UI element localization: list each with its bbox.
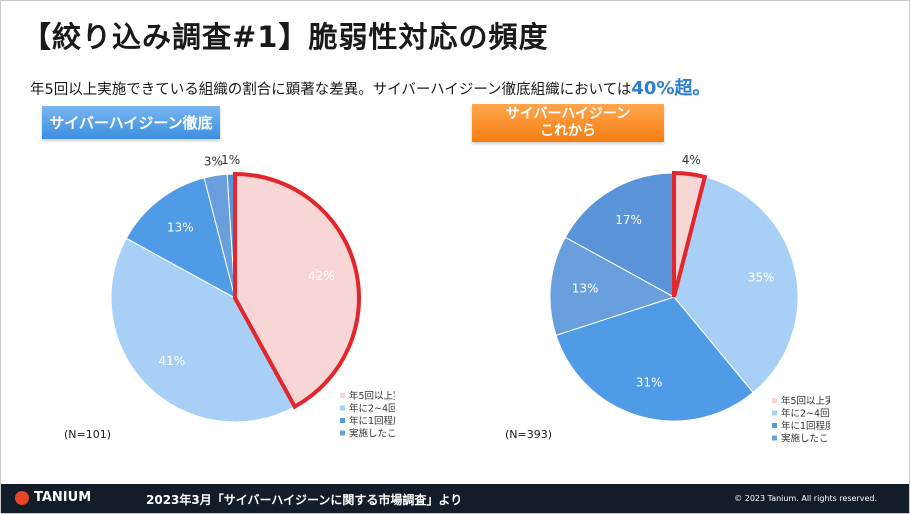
chart-tag-label: サイバーハイジーン徹底 bbox=[49, 113, 213, 132]
legend-swatch-3 bbox=[340, 418, 345, 423]
pie-slice-5 bbox=[564, 172, 675, 298]
pie-highlight-outline bbox=[233, 171, 361, 410]
subtitle-highlight: 40%超。 bbox=[631, 78, 711, 99]
pie-data-label-1: 4% bbox=[682, 153, 701, 167]
page-title: 【絞り込み調査#1】脆弱性対応の頻度 bbox=[22, 20, 549, 54]
footer-source: 2023年3月「サイバーハイジーンに関する市場調査」より bbox=[146, 493, 463, 507]
legend-label-4: 実施したことがない bbox=[781, 433, 830, 445]
pie-slice-3 bbox=[555, 296, 754, 422]
pie-slice-2 bbox=[110, 237, 296, 423]
pie-slice-3 bbox=[125, 177, 236, 299]
chart-legend: 年5回以上実施年に2~4回程度実施年に1回程度実施実施したことがないわからない bbox=[340, 390, 395, 440]
subtitle-text: 年5回以上実施できている組織の割合に顕著な差異。サイバーハイジーン徹底組織におい… bbox=[30, 82, 632, 98]
n-label-left: (N=101) bbox=[64, 428, 112, 441]
tanium-logo-text: TANIUM bbox=[34, 490, 92, 505]
legend-swatch-2 bbox=[772, 410, 777, 416]
subtitle: 年5回以上実施できている組織の割合に顕著な差異。サイバーハイジーン徹底組織におい… bbox=[30, 74, 711, 100]
pie-slice-2 bbox=[673, 176, 799, 394]
legend-label-1: 年5回以上実施 bbox=[781, 395, 830, 407]
legend-swatch-1 bbox=[340, 393, 345, 398]
legend-label-4: 実施したことがない bbox=[349, 428, 395, 440]
pie-slice-4 bbox=[549, 236, 676, 336]
footer-bar: TANIUM 2023年3月「サイバーハイジーンに関する市場調査」より © 20… bbox=[1, 484, 909, 513]
legend-swatch-2 bbox=[340, 405, 345, 411]
legend-label-2: 年に2~4回程度実施 bbox=[349, 403, 395, 415]
pie-data-label-5: 1% bbox=[221, 153, 240, 167]
legend-swatch-1 bbox=[772, 398, 777, 403]
legend-label-1: 年5回以上実施 bbox=[349, 390, 395, 402]
n-label-right: (N=393) bbox=[505, 428, 553, 441]
pie-data-label-2: 41% bbox=[159, 354, 186, 368]
pie-data-label-4: 3% bbox=[204, 155, 223, 169]
pie-data-label-1: 42% bbox=[308, 269, 335, 283]
tanium-logo: TANIUM bbox=[15, 490, 91, 505]
legend-swatch-3 bbox=[772, 423, 777, 428]
pie-data-label-5: 17% bbox=[615, 213, 642, 227]
legend-label-2: 年に2~4回程度実施 bbox=[781, 408, 830, 420]
footer-copyright: © 2023 Tanium. All rights reserved. bbox=[734, 494, 877, 503]
chart-tag-hygiene-thorough: サイバーハイジーン徹底 bbox=[42, 106, 220, 139]
pie-chart-left: 42% 41% 13% 3%1% 年5回以上実施年に2~4回程度実施年に1回程度実施実施… bbox=[110, 153, 395, 440]
pie-data-label-3: 13% bbox=[167, 220, 194, 234]
legend-swatch-4 bbox=[772, 435, 777, 441]
chart-tag-line-1: サイバーハイジーン bbox=[505, 106, 631, 123]
pie-highlight-outline bbox=[672, 170, 708, 298]
chart-tag-line-2: これから bbox=[540, 123, 596, 139]
legend-swatch-4 bbox=[340, 430, 345, 436]
pie-data-label-4: 13% bbox=[572, 282, 599, 296]
pie-data-label-3: 31% bbox=[636, 376, 663, 390]
pie-data-label-2: 35% bbox=[748, 271, 775, 285]
chart-tag-hygiene-upcoming: サイバーハイジーン これから bbox=[472, 104, 664, 142]
tanium-logo-icon bbox=[15, 490, 29, 505]
chart-legend: 年5回以上実施年に2~4回程度実施年に1回程度実施実施したことがないわからない bbox=[772, 395, 830, 445]
pie-chart-right: 4% 35% 31% 13% 17% 年5回以上実施年に2~4回程度実施年に1回程度実施実… bbox=[549, 153, 830, 445]
